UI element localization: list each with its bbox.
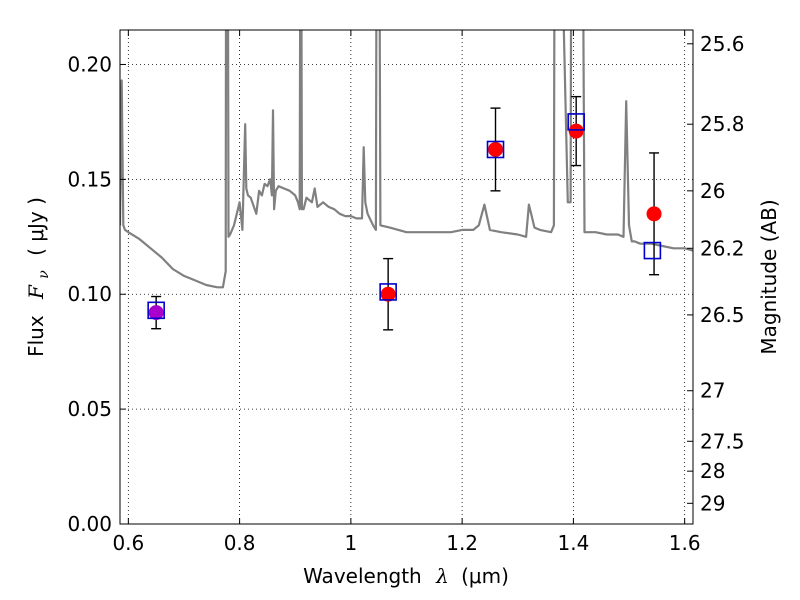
x-tick-label: 1.4 (557, 531, 589, 555)
x-axis-title: Wavelength λ (μm) (303, 564, 509, 588)
x-axis-title-text: Wavelength (303, 564, 422, 588)
x-axis-title-unit: (μm) (461, 564, 509, 588)
y-axis-title: Flux F ν ( μJy ) (24, 197, 53, 357)
x-tick-label: 1 (345, 531, 358, 555)
x-tick-label: 1.6 (669, 531, 701, 555)
y-axis-title-unit: ( μJy ) (24, 197, 48, 256)
y-tick-label: 0.20 (67, 52, 112, 76)
y2-tick-label: 25.8 (700, 112, 745, 136)
data-point-circle (488, 141, 504, 157)
x-axis-title-symbol: λ (435, 564, 449, 588)
y2-tick-label: 26.2 (700, 236, 745, 260)
y-axis-title-symbol: F (24, 284, 48, 300)
y-tick-label: 0.05 (67, 397, 112, 421)
x-tick-label: 0.6 (112, 531, 144, 555)
grid (120, 30, 693, 525)
data-point-square (643, 241, 662, 260)
plot-frame (119, 29, 694, 525)
x-tick-label: 1.2 (446, 531, 478, 555)
x-tick-label: 0.8 (224, 531, 256, 555)
axis-ticks: 0.6 0.8 1 1.2 1.4 1.6 0.00 0.05 0.10 0.15 0.20 25.6… (67, 30, 745, 555)
y-tick-label: 0.15 (67, 167, 112, 191)
y-tick-label: 0.00 (67, 512, 112, 536)
data-point-square (567, 113, 585, 131)
spectrum-layer (120, 30, 693, 289)
data-point-circle (568, 123, 584, 139)
y-tick-label: 0.10 (67, 282, 112, 306)
spectrum-line (120, 30, 693, 289)
y-axis-title-text: Flux (24, 315, 48, 357)
photometry-points (147, 95, 662, 331)
y2-tick-label: 26 (700, 179, 725, 203)
data-point-square (147, 301, 165, 320)
y2-axis-title: Magnitude (AB) (757, 199, 781, 354)
y2-tick-label: 25.6 (700, 32, 745, 56)
y2-tick-label: 26.5 (700, 303, 745, 327)
y-axis-title-subscript: ν (36, 270, 52, 279)
y2-tick-label: 29 (700, 491, 725, 515)
y2-tick-label: 28 (700, 459, 725, 483)
data-point-square (379, 283, 397, 301)
y2-tick-label: 27.5 (700, 429, 745, 453)
data-point-circle (380, 286, 396, 302)
data-point-square (486, 140, 505, 159)
data-point-circle (148, 305, 164, 321)
data-point-circle (646, 206, 662, 222)
y2-tick-label: 27 (700, 379, 725, 403)
